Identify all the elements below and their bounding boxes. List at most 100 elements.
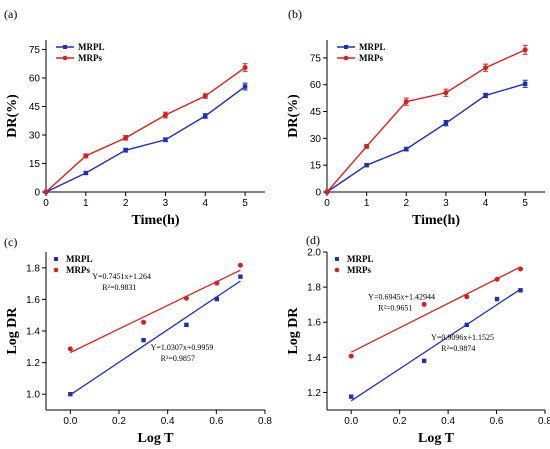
legend-marker [334,267,340,273]
y-tick-label: 60 [29,74,41,85]
r-squared-label: R²=0.9651 [378,303,412,312]
x-axis-title: Time(h) [412,213,460,228]
data-point [183,295,189,301]
data-point [242,65,248,71]
y-tick-label: 75 [310,53,322,64]
data-point [483,65,489,71]
series-mrps [43,63,248,195]
x-tick-label: 5 [242,198,248,209]
y-tick-label: 45 [29,102,41,113]
data-point [483,93,488,98]
y-tick-label: 75 [29,45,41,56]
fit-line [70,269,241,354]
x-tick-label: 0.8 [538,416,550,427]
x-tick-label: 3 [443,198,449,209]
panel-label: (d) [306,233,320,247]
series-line [326,83,526,193]
y-tick-label: 0 [315,188,321,199]
legend-marker [344,45,348,49]
x-tick-label: 0.6 [209,416,223,427]
x-axis-title: Time(h) [132,213,180,228]
data-point [464,294,470,300]
x-tick-label: 2 [123,198,129,209]
y-tick-label: 1.4 [26,327,40,338]
legend-label: MRPL [359,42,386,52]
x-tick-label: 0.0 [344,416,358,427]
r-squared-label: R²=0.9831 [102,283,136,292]
y-tick-label: 1.2 [26,358,40,369]
data-point [162,112,168,118]
legend-marker [54,257,58,261]
data-point [141,337,146,343]
x-tick-label: 0.6 [490,416,504,427]
series-line [45,66,246,193]
r-squared-label: R²=0.9874 [441,344,475,353]
series-mrpl [324,79,528,195]
equation-label: Y=0.9096x+1.1525 [431,333,494,342]
x-tick-label: 0.0 [63,416,77,427]
x-tick-label: 1 [364,198,370,209]
chart-panel-c: (c) 0.0 0.2 0.4 0.6 0.8 1.0 1.2 1.4 1.6 1.8 Log T Lo… [4,235,272,446]
legend-label: MRPs [66,265,90,275]
data-point [443,120,449,126]
y-tick-label: 1.6 [26,295,40,306]
data-point [83,170,89,176]
fit-line [69,280,241,396]
y-axis-title: Log DR [286,307,301,355]
x-tick-label: 1 [83,198,89,209]
data-point [522,47,528,53]
equation-label: Y=0.7451x+1.264 [92,272,151,281]
x-tick-label: 0.8 [258,416,272,427]
data-point [522,81,528,87]
data-point [403,99,409,105]
data-point [238,274,243,279]
legend-marker [63,45,67,49]
legend-label: MRPs [78,53,102,63]
data-point [67,346,73,352]
series-mrpl [349,288,523,402]
y-tick-label: 60 [310,80,322,91]
legend-label: MRPL [66,254,93,264]
x-tick-label: 2 [403,198,409,209]
data-point [518,266,524,272]
regression-annotation: Y=0.7451x+1.264 R²=0.9831 [92,272,151,292]
y-tick-label: 30 [29,131,41,142]
series-mrps [67,262,243,354]
x-tick-label: 4 [483,198,489,209]
data-point [494,296,500,302]
data-point [364,162,369,168]
legend-marker [53,267,59,273]
x-tick-label: 5 [522,198,528,209]
regression-annotation: Y=0.6945x+1.42944 R²=0.9651 [368,292,435,312]
y-tick-label: 1.4 [307,353,321,364]
data-point [214,280,220,286]
y-axis-title: DR(%) [5,94,20,138]
data-point [68,392,73,397]
data-point [421,358,427,364]
y-tick-label: 2.0 [307,248,321,259]
x-tick-label: 0.2 [393,416,407,427]
data-point [83,153,89,159]
x-tick-label: 0 [43,198,49,209]
data-point [202,93,208,99]
data-point [348,353,354,359]
data-point [364,143,370,149]
x-tick-label: 4 [202,198,208,209]
y-tick-label: 1.0 [26,390,40,401]
chart-panel-d: (d) 0.0 0.2 0.4 0.6 0.8 1.2 1.4 1.6 1.8 2.0 Log T Lo… [286,233,550,446]
r-squared-label: R²=0.9857 [161,354,195,363]
y-tick-label: 1.2 [307,388,321,399]
x-axis-title: Log T [418,431,455,446]
series-mrps [324,44,528,195]
legend-label: MRPL [347,254,374,264]
x-tick-label: 3 [163,198,169,209]
regression-annotation: Y=0.9096x+1.1525 R²=0.9874 [431,333,494,353]
data-point [123,135,129,141]
y-tick-label: 0 [34,188,40,199]
series-mrpl [43,82,248,195]
data-point [349,394,354,399]
data-point [163,137,168,142]
